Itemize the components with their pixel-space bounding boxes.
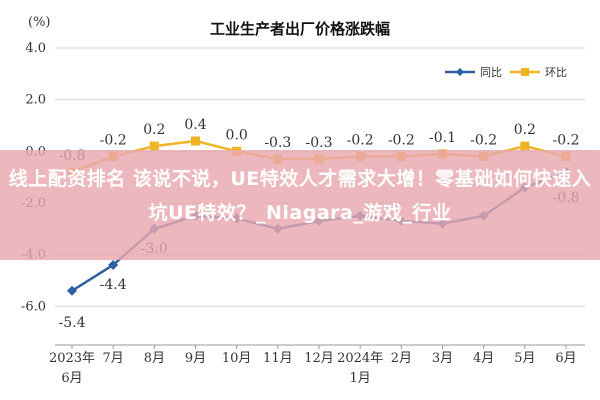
data-point	[149, 141, 159, 151]
data-label: -0.2	[553, 132, 580, 148]
data-point	[67, 285, 77, 296]
legend-marker-mom	[521, 68, 529, 76]
data-label: 0.4	[184, 117, 206, 133]
data-label: -5.4	[59, 315, 86, 331]
x-tick-label: 7月	[103, 351, 124, 366]
data-label: 0.0	[226, 127, 248, 143]
y-tick-label: -6.0	[21, 299, 46, 314]
x-tick-label: 2024年 1月	[337, 351, 383, 386]
chart-title: 工业生产者出厂价格涨跌幅	[210, 20, 390, 38]
x-tick-label: 2023年 6月	[49, 351, 95, 386]
y-tick-label: 4.0	[25, 41, 46, 56]
x-tick-label: 4月	[473, 351, 494, 366]
x-tick-label: 5月	[514, 351, 535, 366]
data-label: -4.4	[100, 277, 127, 293]
legend: 同比 环比	[445, 66, 567, 79]
overlay-banner-text: 线上配资排名 该说不说，UE特效人才需求大增！零基础如何快速入坑UE特效？_Ni…	[8, 168, 592, 224]
x-tick-label: 8月	[144, 351, 165, 366]
x-tick-label: 3月	[432, 351, 453, 366]
x-tick-label: 10月	[222, 351, 252, 366]
x-tick-label: 9月	[185, 351, 206, 366]
x-tick-label: 2月	[391, 351, 412, 366]
legend-label-mom: 环比	[545, 66, 567, 79]
y-unit-label: (%)	[28, 15, 51, 30]
data-label: -0.2	[470, 132, 497, 148]
x-tick-label: 11月	[263, 351, 293, 366]
data-point	[191, 136, 200, 146]
data-label: -0.2	[100, 132, 127, 148]
overlay-banner	[0, 150, 600, 260]
legend-marker-yoy	[456, 68, 464, 76]
data-label: 0.2	[514, 122, 536, 138]
data-label: -0.2	[347, 132, 374, 148]
x-tick-label: 12月	[304, 351, 334, 366]
data-label: -0.2	[388, 132, 415, 148]
data-point	[520, 141, 530, 151]
data-label: -0.3	[264, 135, 291, 151]
legend-label-yoy: 同比	[480, 66, 502, 79]
data-label: -0.3	[306, 135, 333, 151]
data-point	[108, 259, 119, 270]
y-tick-label: 2.0	[25, 93, 46, 108]
data-label: -0.1	[429, 130, 456, 146]
x-tick-label: 6月	[555, 351, 576, 366]
x-axis-ticks: 2023年 6月 7月 8月 9月 10月 11月 12月 2024年 1月 2月 3月 4月 5月 6月	[49, 345, 577, 386]
data-label: 0.2	[143, 122, 165, 138]
